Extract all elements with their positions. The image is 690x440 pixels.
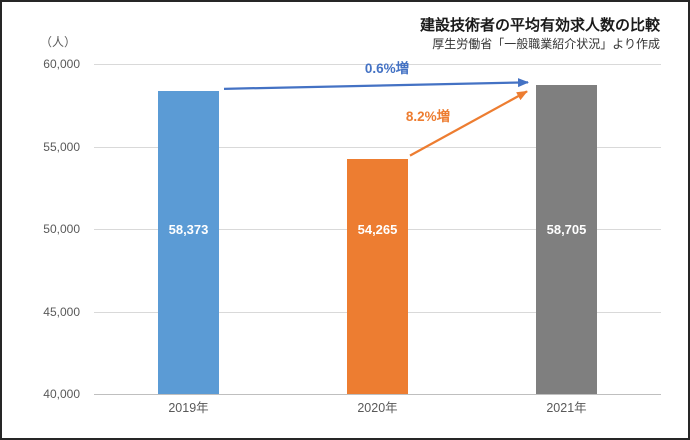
y-axis-tick-label: 60,000 — [43, 57, 80, 71]
gridline — [94, 146, 661, 148]
bar-value-label: 58,705 — [546, 222, 587, 237]
annotation-increase-2020-2021: 8.2%増 — [405, 109, 451, 124]
x-axis-label: 2021年 — [546, 401, 587, 415]
chart-title: 建設技術者の平均有効求人数の比較 — [419, 17, 660, 34]
y-axis-tick-label: 55,000 — [43, 139, 80, 154]
y-axis-unit-label: （人） — [39, 35, 76, 49]
bar-2019 — [158, 90, 219, 394]
bar-2021 — [536, 85, 597, 394]
annotation-increase-2019-2021: 0.6%増 — [364, 61, 410, 76]
bar-value-label: 58,373 — [168, 222, 209, 237]
y-axis-tick-label: 50,000 — [43, 222, 80, 236]
y-axis-tick-label: 40,000 — [43, 387, 80, 401]
bar-value-label: 54,265 — [357, 222, 398, 237]
bar-2020 — [347, 158, 408, 394]
y-axis-tick-label: 45,000 — [43, 304, 80, 319]
chart-subtitle: 厚生労働省「一般職業紹介状況」より作成 — [432, 37, 660, 51]
gridline — [94, 64, 661, 65]
x-axis-label: 2019年 — [168, 401, 209, 415]
plot-area: 58,373 54,265 58,705 — [94, 64, 661, 395]
x-axis-label: 2020年 — [357, 401, 398, 415]
